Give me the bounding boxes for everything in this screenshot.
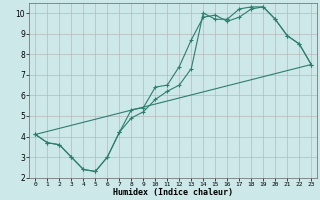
X-axis label: Humidex (Indice chaleur): Humidex (Indice chaleur) — [113, 188, 233, 197]
